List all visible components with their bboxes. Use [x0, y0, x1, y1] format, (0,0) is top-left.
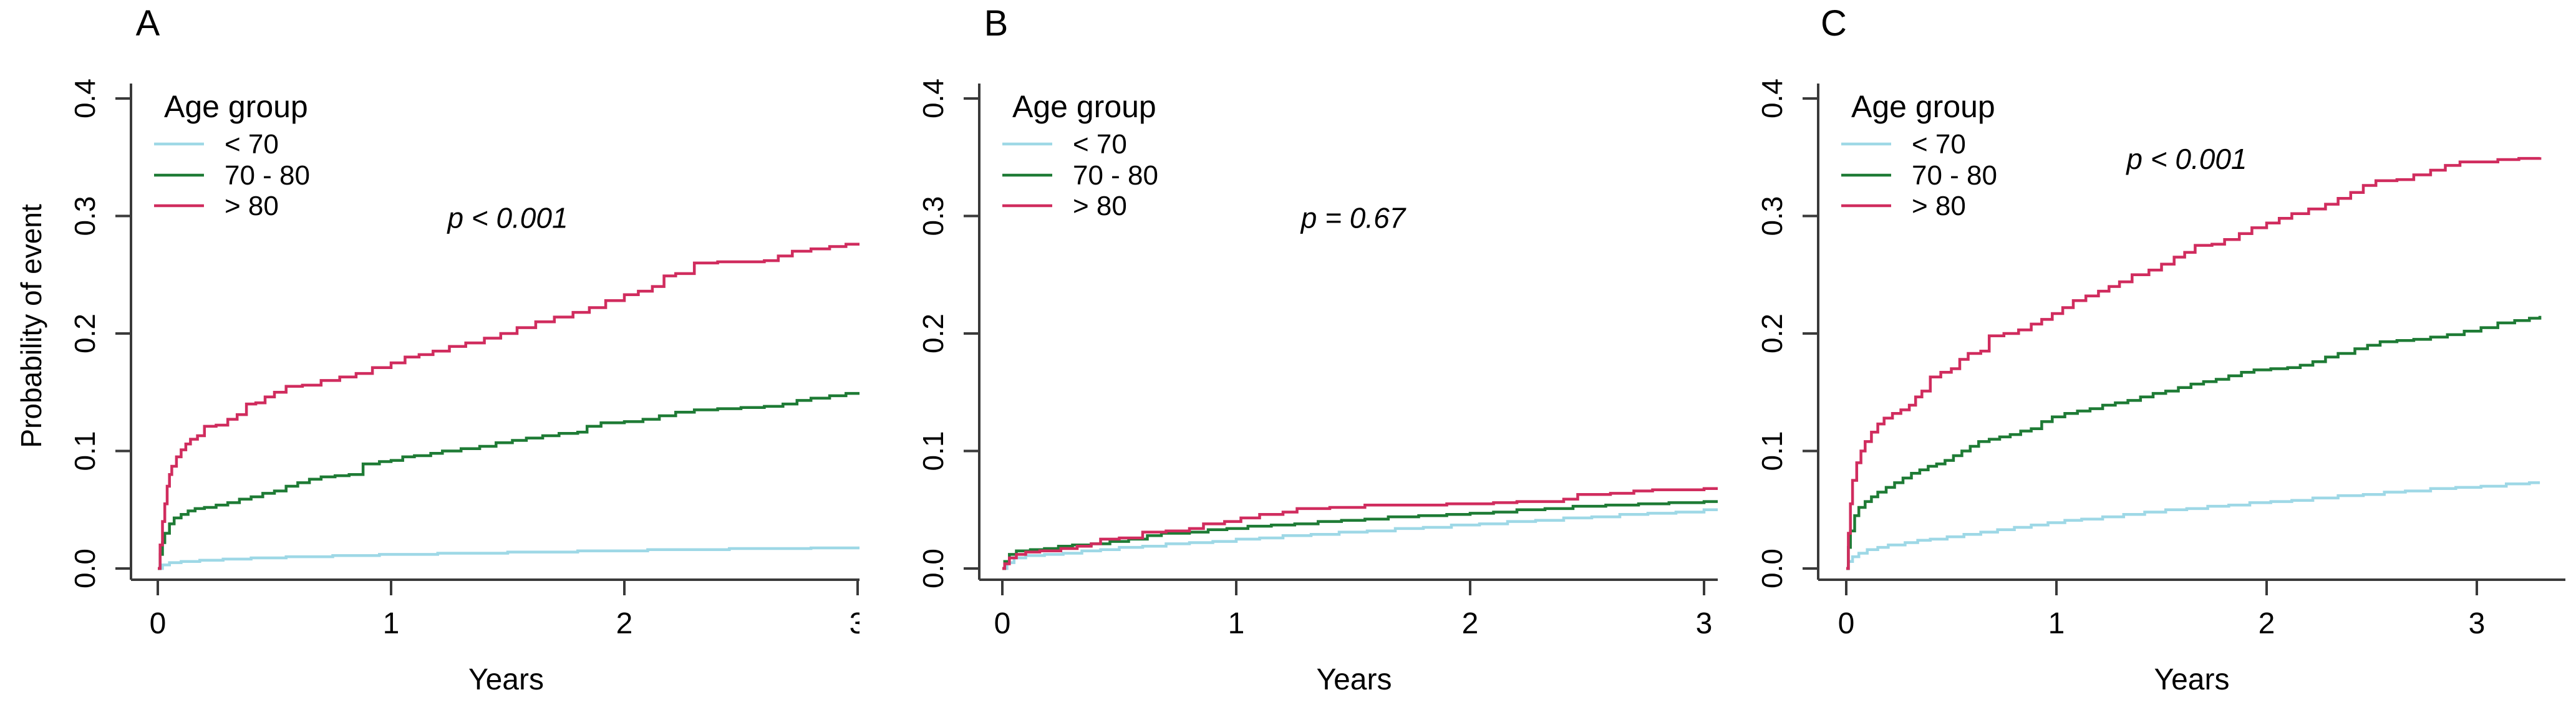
series-line-70-80	[1846, 315, 2542, 570]
legend-title: Age group	[1851, 89, 1995, 124]
y-tick-label: 0.0	[917, 549, 949, 588]
legend-label: > 80	[225, 191, 279, 221]
legend-title: Age group	[1012, 89, 1156, 124]
y-tick-label: 0.1	[1756, 431, 1788, 471]
x-tick-label: 0	[994, 607, 1011, 640]
p-value-annotation: p = 0.67	[1300, 201, 1407, 234]
series-line->80	[1002, 487, 1718, 570]
x-tick-label: 0	[1838, 607, 1855, 640]
x-tick-label: 3	[850, 607, 859, 640]
legend-label: 70 - 80	[225, 160, 310, 191]
legend-label: 70 - 80	[1912, 160, 1997, 191]
legend-label: 70 - 80	[1073, 160, 1158, 191]
legend-label: < 70	[1912, 129, 1966, 160]
y-tick-label: 0.0	[69, 549, 101, 588]
series-line->80	[158, 242, 859, 570]
y-tick-label: 0.4	[69, 79, 101, 118]
x-axis-title: Years	[468, 663, 544, 696]
y-tick-label: 0.3	[917, 196, 949, 236]
y-tick-label: 0.3	[69, 196, 101, 236]
series-line-<70	[1846, 481, 2540, 570]
p-value-annotation: p < 0.001	[446, 201, 568, 234]
y-tick-label: 0.2	[917, 314, 949, 353]
y-tick-label: 0.4	[917, 79, 949, 118]
legend-label: < 70	[225, 129, 279, 160]
panel-title: C	[1821, 3, 1847, 44]
y-tick-label: 0.1	[69, 431, 101, 471]
p-value-annotation: p < 0.001	[2125, 143, 2247, 175]
x-tick-label: 0	[150, 607, 167, 640]
series-line-70-80	[158, 391, 859, 570]
y-axis-title: Probability of event	[15, 204, 47, 448]
x-tick-label: 3	[1696, 607, 1713, 640]
legend-label: < 70	[1073, 129, 1127, 160]
x-tick-label: 1	[2048, 607, 2065, 640]
series-line-70-80	[1002, 500, 1718, 570]
y-tick-label: 0.0	[1756, 549, 1788, 588]
y-tick-label: 0.2	[69, 314, 101, 353]
series-line->80	[1846, 156, 2542, 570]
legend-title: Age group	[164, 89, 308, 124]
legend-label: > 80	[1073, 191, 1127, 221]
legend-label: > 80	[1912, 191, 1966, 221]
series-line-<70	[1002, 508, 1718, 570]
y-tick-label: 0.4	[1756, 79, 1788, 118]
y-tick-label: 0.1	[917, 431, 949, 471]
x-tick-label: 2	[1462, 607, 1479, 640]
x-tick-label: 1	[383, 607, 400, 640]
panel-title: A	[136, 3, 160, 44]
x-axis-title: Years	[1317, 663, 1392, 696]
y-tick-label: 0.3	[1756, 196, 1788, 236]
x-tick-label: 2	[616, 607, 633, 640]
x-tick-label: 1	[1228, 607, 1245, 640]
x-tick-label: 2	[2259, 607, 2275, 640]
y-tick-label: 0.2	[1756, 314, 1788, 353]
series-line-<70	[158, 546, 859, 570]
x-axis-title: Years	[2154, 663, 2230, 696]
x-tick-label: 3	[2469, 607, 2486, 640]
panel-title: B	[984, 3, 1009, 44]
